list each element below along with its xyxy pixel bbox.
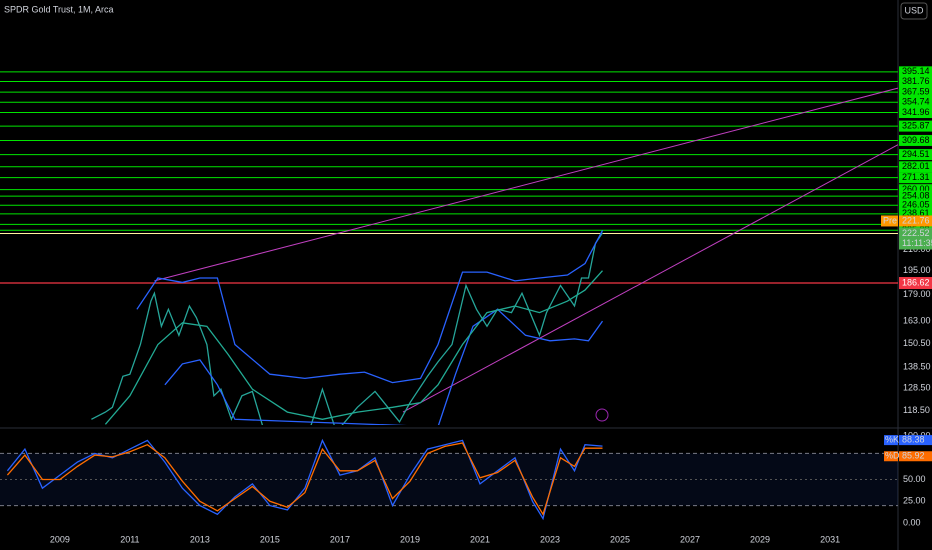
level-tag: [899, 86, 932, 98]
level-tag: [899, 96, 932, 108]
event-icon[interactable]: [595, 408, 609, 422]
level-tag: [899, 199, 932, 211]
currency[interactable]: USD: [904, 5, 924, 15]
level-tag: [899, 120, 932, 132]
level-tag: [899, 161, 932, 173]
countdown: 11:11:35: [902, 238, 932, 248]
x-tick-label: 2031: [820, 534, 840, 544]
pre-value: 221.76: [902, 215, 930, 225]
d-label: %D: [885, 451, 900, 461]
y-tick-label: 195.00: [903, 265, 931, 275]
level-tag: [899, 66, 932, 78]
y-tick-label: 179.00: [903, 289, 931, 299]
level-tag: [899, 149, 932, 161]
level-label: 325.87: [902, 120, 930, 130]
level-label: 260.00: [902, 184, 930, 194]
series-line: [136, 230, 604, 384]
level-label: 381.76: [902, 76, 930, 86]
level-label: 354.74: [902, 97, 930, 107]
price-pane: [0, 71, 898, 425]
level-label: 367.59: [902, 87, 930, 97]
x-tick-label: 2027: [680, 534, 700, 544]
k-tag: [884, 435, 898, 446]
y-tick-label: 138.50: [903, 361, 931, 371]
x-tick-label: 2011: [120, 534, 139, 544]
k-value: 88.38: [902, 434, 925, 444]
level-tag: [899, 76, 932, 88]
y-tick-label: 150.50: [903, 338, 931, 348]
y-tick-label: 118.50: [903, 405, 930, 415]
level-label: 254.08: [902, 191, 930, 201]
series-line: [104, 270, 603, 425]
level-tag: [899, 208, 932, 220]
level-label: 282.01: [902, 161, 930, 171]
level-label: 246.05: [902, 200, 930, 210]
d-value-tag: [899, 451, 932, 462]
stoch-tick-label: 25.00: [903, 496, 926, 506]
level-tag: [899, 134, 932, 146]
chart-title: SPDR Gold Trust, 1M, Arca: [4, 4, 114, 14]
level-tag: [899, 184, 932, 196]
y-tick-label: 163.00: [903, 315, 931, 325]
x-tick-label: 2009: [50, 534, 70, 544]
x-tick-label: 2021: [470, 534, 490, 544]
level-tag: [899, 172, 932, 184]
x-tick-label: 2023: [540, 534, 560, 544]
stoch-tick-label: 0.00: [903, 517, 921, 527]
level-label: 309.68: [902, 135, 930, 145]
stochastic-pane: [0, 438, 898, 521]
k-label: %K: [885, 434, 899, 444]
last-value: 222.52: [902, 228, 930, 238]
pre-tag: [881, 215, 898, 227]
x-tick-label: 2025: [610, 534, 630, 544]
x-tick-label: 2013: [190, 534, 210, 544]
series-line: [91, 232, 604, 425]
pre-value-tag: [899, 215, 932, 227]
level-tag: [899, 190, 932, 202]
level-label: 341.96: [902, 107, 930, 117]
axes: 2009 2011 2013 2015 2017 2019 2021 2023 2025 2027…: [50, 66, 932, 544]
d-value: 85.92: [902, 451, 925, 461]
level-label: 294.51: [902, 149, 930, 159]
level-label: 271.31: [902, 172, 930, 182]
currency-button[interactable]: [900, 2, 928, 20]
y-tick-label: 128.50: [903, 382, 931, 392]
last-tag: [899, 227, 932, 250]
series-line: [6, 442, 603, 516]
x-tick-label: 2015: [260, 534, 280, 544]
k-value-tag: [899, 435, 932, 446]
series-line: [154, 87, 898, 282]
d-tag: [884, 451, 898, 462]
series-line: [402, 144, 898, 413]
pre-label: Pre: [883, 215, 897, 225]
red-level-label: 186.62: [902, 277, 930, 287]
x-tick-label: 2017: [330, 534, 350, 544]
level-label: 395.14: [902, 66, 930, 76]
red-level-tag: [899, 277, 932, 290]
stoch-band: [0, 453, 898, 506]
x-tick-label: 2029: [750, 534, 770, 544]
level-label: 238.61: [902, 208, 930, 218]
level-tag: [899, 107, 932, 119]
stoch-tick-label: 50.00: [903, 474, 926, 484]
x-tick-label: 2019: [400, 534, 420, 544]
series-line: [164, 308, 604, 425]
